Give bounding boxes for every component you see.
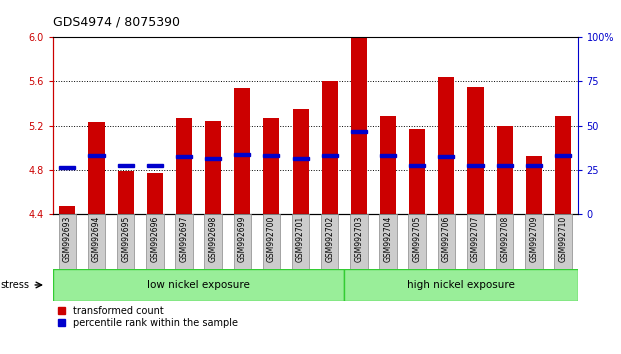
Text: GSM992707: GSM992707 bbox=[471, 216, 480, 262]
Text: GSM992696: GSM992696 bbox=[150, 216, 160, 262]
Bar bbox=[146, 214, 163, 269]
Bar bbox=[438, 155, 455, 158]
Text: GSM992705: GSM992705 bbox=[413, 216, 422, 262]
Text: GSM992695: GSM992695 bbox=[121, 216, 130, 262]
Text: GSM992708: GSM992708 bbox=[500, 216, 509, 262]
Bar bbox=[147, 173, 163, 214]
Text: GSM992699: GSM992699 bbox=[238, 216, 247, 262]
Bar bbox=[380, 116, 396, 214]
Bar bbox=[234, 153, 250, 156]
Bar bbox=[525, 214, 543, 269]
Legend: transformed count, percentile rank within the sample: transformed count, percentile rank withi… bbox=[58, 306, 238, 328]
Text: GSM992703: GSM992703 bbox=[355, 216, 363, 262]
Bar bbox=[321, 214, 338, 269]
Bar bbox=[409, 129, 425, 214]
Bar bbox=[351, 38, 367, 214]
Bar bbox=[292, 158, 309, 160]
Bar bbox=[438, 77, 455, 214]
Bar bbox=[263, 118, 279, 214]
Bar bbox=[117, 214, 134, 269]
Text: GSM992698: GSM992698 bbox=[209, 216, 217, 262]
Bar bbox=[438, 214, 455, 269]
Text: GDS4974 / 8075390: GDS4974 / 8075390 bbox=[53, 16, 180, 29]
Bar bbox=[409, 214, 426, 269]
Text: GSM992697: GSM992697 bbox=[179, 216, 188, 262]
Bar bbox=[322, 154, 338, 157]
Bar bbox=[322, 81, 338, 214]
Bar bbox=[526, 155, 542, 214]
Text: GSM992709: GSM992709 bbox=[529, 216, 538, 262]
Bar bbox=[344, 269, 578, 301]
Bar bbox=[88, 214, 106, 269]
Text: GSM992694: GSM992694 bbox=[92, 216, 101, 262]
Bar bbox=[467, 214, 484, 269]
Bar bbox=[205, 121, 221, 214]
Text: GSM992701: GSM992701 bbox=[296, 216, 305, 262]
Text: GSM992700: GSM992700 bbox=[267, 216, 276, 262]
Bar bbox=[526, 164, 542, 167]
Text: GSM992710: GSM992710 bbox=[558, 216, 568, 262]
Bar bbox=[496, 214, 514, 269]
Bar bbox=[497, 126, 513, 214]
Bar bbox=[60, 166, 75, 169]
Bar bbox=[292, 214, 309, 269]
Bar bbox=[409, 164, 425, 167]
Text: low nickel exposure: low nickel exposure bbox=[147, 280, 250, 290]
Text: high nickel exposure: high nickel exposure bbox=[407, 280, 515, 290]
Bar bbox=[234, 88, 250, 214]
Bar bbox=[554, 214, 572, 269]
Bar bbox=[53, 269, 344, 301]
Bar bbox=[555, 116, 571, 214]
Text: GSM992706: GSM992706 bbox=[442, 216, 451, 262]
Bar bbox=[204, 214, 222, 269]
Bar bbox=[263, 214, 280, 269]
Bar bbox=[117, 171, 134, 214]
Text: GSM992693: GSM992693 bbox=[63, 216, 72, 262]
Bar bbox=[233, 214, 251, 269]
Text: stress: stress bbox=[1, 280, 30, 290]
Bar bbox=[380, 154, 396, 157]
Bar bbox=[176, 118, 192, 214]
Bar bbox=[175, 214, 193, 269]
Bar bbox=[176, 155, 192, 158]
Bar bbox=[263, 154, 279, 157]
Bar bbox=[292, 109, 309, 214]
Bar bbox=[89, 154, 104, 157]
Bar bbox=[60, 206, 75, 214]
Bar bbox=[468, 87, 484, 214]
Bar bbox=[497, 164, 513, 167]
Bar bbox=[117, 164, 134, 167]
Bar bbox=[351, 130, 367, 133]
Text: GSM992702: GSM992702 bbox=[325, 216, 334, 262]
Bar bbox=[58, 214, 76, 269]
Bar bbox=[468, 164, 484, 167]
Bar bbox=[205, 158, 221, 160]
Bar bbox=[350, 214, 368, 269]
Bar bbox=[147, 164, 163, 167]
Text: GSM992704: GSM992704 bbox=[384, 216, 392, 262]
Bar bbox=[379, 214, 397, 269]
Bar bbox=[89, 122, 104, 214]
Bar bbox=[555, 154, 571, 157]
